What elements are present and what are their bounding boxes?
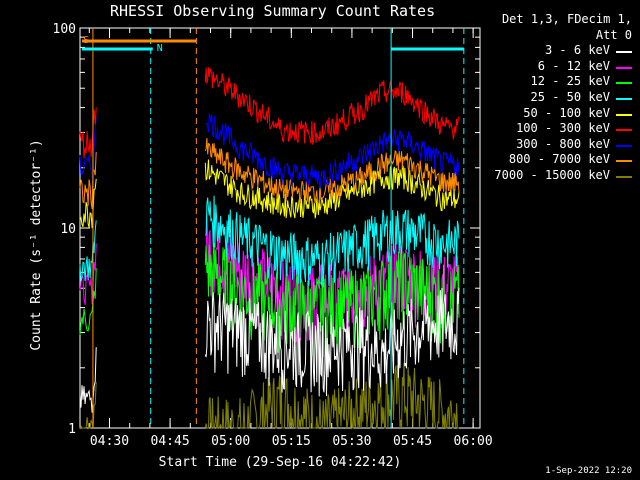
- legend-label: 300 - 800 keV: [516, 136, 610, 151]
- series-line: [204, 195, 460, 288]
- legend-label: 50 - 100 keV: [523, 105, 610, 120]
- legend-entry: 50 - 100 keV: [494, 106, 632, 122]
- x-axis-label: Start Time (29-Sep-16 04:22:42): [159, 455, 402, 470]
- legend-entry: 6 - 12 keV: [494, 59, 632, 75]
- y-axis-label: Count Rate (s⁻¹ detector⁻¹): [29, 139, 44, 350]
- legend-entry: 3 - 6 keV: [494, 43, 632, 59]
- y-tick-label: 10: [60, 222, 76, 237]
- legend: Det 1,3, FDecim 1, Att 0 3 - 6 keV 6 - 12…: [494, 12, 632, 184]
- legend-swatch: [616, 144, 632, 147]
- y-tick-label: 1: [68, 422, 76, 437]
- legend-label: 12 - 25 keV: [530, 74, 610, 89]
- x-tick-label: 05:00: [211, 434, 250, 449]
- series-line: [79, 382, 97, 429]
- footer-timestamp: 1-Sep-2022 12:20: [545, 466, 632, 476]
- legend-label: 7000 - 15000 keV: [494, 167, 610, 182]
- x-tick-label: 04:30: [90, 434, 129, 449]
- x-tick-label: 05:15: [272, 434, 311, 449]
- series-line: [79, 107, 97, 159]
- legend-entry: 800 - 7000 keV: [494, 152, 632, 168]
- legend-swatch: [616, 66, 632, 69]
- legend-label: 100 - 300 keV: [516, 121, 610, 136]
- flag-label: S: [83, 35, 89, 46]
- series-line: [204, 362, 459, 429]
- chart-title: RHESSI Observing Summary Count Rates: [110, 2, 436, 20]
- legend-entry: 25 - 50 keV: [494, 90, 632, 106]
- legend-header-line-1: Det 1,3, FDecim 1,: [501, 12, 632, 26]
- x-tick-label: 05:30: [332, 434, 371, 449]
- series-line: [205, 112, 460, 189]
- legend-swatch: [616, 82, 632, 85]
- x-tick-label: 04:45: [151, 434, 190, 449]
- legend-swatch: [616, 113, 632, 116]
- series-line: [79, 347, 97, 413]
- plot-area: 1 10 100 04:30 04:45 05:00 05:15 05:30 05:45 06:0…: [53, 22, 493, 449]
- legend-entry: 100 - 300 keV: [494, 121, 632, 137]
- x-tick-label: 05:45: [393, 434, 432, 449]
- series-line: [204, 287, 460, 397]
- y-tick-label: 100: [53, 22, 76, 37]
- legend-swatch: [616, 129, 632, 132]
- legend-label: 25 - 50 keV: [530, 89, 610, 104]
- legend-entry: 12 - 25 keV: [494, 74, 632, 90]
- legend-swatch: [616, 51, 632, 54]
- series-line: [79, 220, 97, 282]
- series-line: [204, 138, 460, 207]
- legend-header-line-2: Att 0: [595, 27, 632, 42]
- x-tick-label: 06:00: [454, 434, 493, 449]
- series-line: [79, 178, 97, 229]
- legend-entry: 7000 - 15000 keV: [494, 168, 632, 184]
- legend-label: 800 - 7000 keV: [508, 152, 610, 167]
- legend-entry: 300 - 800 keV: [494, 137, 632, 153]
- legend-swatch: [616, 160, 632, 163]
- legend-label: 3 - 6 keV: [544, 43, 610, 58]
- legend-swatch: [616, 97, 632, 100]
- legend-label: 6 - 12 keV: [537, 58, 610, 73]
- series-line: [79, 117, 97, 179]
- legend-swatch: [616, 175, 632, 178]
- flag-label: N: [157, 43, 163, 54]
- series-line: [204, 67, 460, 145]
- series-line: [79, 268, 97, 336]
